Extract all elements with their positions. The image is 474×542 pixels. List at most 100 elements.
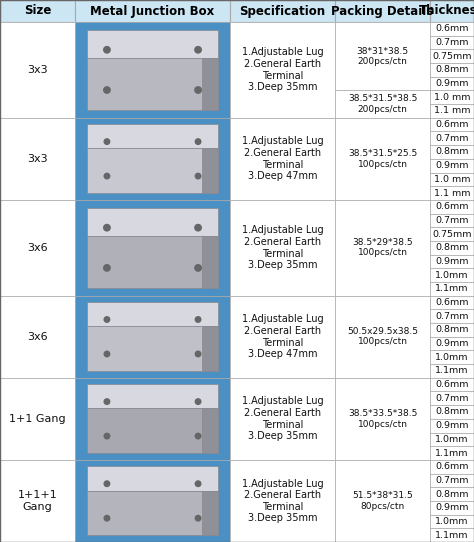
Text: Specification: Specification [239, 4, 326, 17]
Bar [87, 491, 218, 535]
Bar [87, 208, 218, 236]
Bar [430, 186, 474, 200]
Bar [202, 236, 218, 288]
Bar [87, 236, 218, 288]
Circle shape [195, 433, 201, 439]
Text: 38*31*38.5
200pcs/ctn: 38*31*38.5 200pcs/ctn [356, 47, 409, 66]
Bar [430, 309, 474, 323]
Bar [335, 200, 430, 296]
Bar [87, 124, 218, 149]
Bar [202, 409, 218, 453]
Text: 1.1mm: 1.1mm [435, 449, 469, 457]
Text: 0.8mm: 0.8mm [435, 243, 469, 252]
Text: 3x3: 3x3 [27, 154, 48, 164]
Text: 1.Adjustable Lug
2.General Earth
Terminal
3.Deep 35mm: 1.Adjustable Lug 2.General Earth Termina… [242, 225, 323, 270]
Bar [430, 364, 474, 378]
Bar [430, 391, 474, 405]
Bar [87, 384, 218, 409]
Bar [430, 104, 474, 118]
Bar [0, 378, 75, 460]
Bar [0, 0, 75, 22]
Circle shape [195, 317, 201, 322]
Text: 0.6mm: 0.6mm [435, 24, 469, 34]
Text: 0.9mm: 0.9mm [435, 161, 469, 170]
Bar [430, 159, 474, 172]
Bar [430, 337, 474, 351]
Bar [335, 460, 430, 542]
Bar [230, 0, 335, 22]
Bar [230, 200, 335, 296]
Bar [87, 409, 218, 453]
Bar [230, 378, 335, 460]
Bar [430, 49, 474, 63]
Text: 0.9mm: 0.9mm [435, 257, 469, 266]
Bar [430, 433, 474, 446]
Bar [87, 326, 218, 371]
Text: 1.Adjustable Lug
2.General Earth
Terminal
3.Deep 35mm: 1.Adjustable Lug 2.General Earth Termina… [242, 479, 323, 524]
Text: 0.75mm: 0.75mm [432, 51, 472, 61]
Bar [430, 241, 474, 255]
Bar [0, 22, 75, 118]
Circle shape [104, 173, 109, 179]
Text: 0.6mm: 0.6mm [435, 298, 469, 307]
Text: 0.8mm: 0.8mm [435, 325, 469, 334]
Text: 1.Adjustable Lug
2.General Earth
Terminal
3.Deep 47mm: 1.Adjustable Lug 2.General Earth Termina… [242, 314, 323, 359]
Circle shape [195, 87, 201, 93]
Text: 1.0mm: 1.0mm [435, 517, 469, 526]
Bar [430, 63, 474, 77]
Bar [430, 268, 474, 282]
Bar [0, 460, 75, 542]
Text: 0.9mm: 0.9mm [435, 79, 469, 88]
Text: 0.7mm: 0.7mm [435, 216, 469, 225]
Text: 1+1 Gang: 1+1 Gang [9, 414, 66, 424]
Text: 0.6mm: 0.6mm [435, 462, 469, 471]
Bar [430, 378, 474, 391]
Bar [430, 351, 474, 364]
Bar [430, 405, 474, 419]
Text: 0.75mm: 0.75mm [432, 230, 472, 238]
Bar [75, 296, 230, 378]
Bar [87, 149, 218, 193]
Bar [430, 91, 474, 104]
Bar [75, 200, 230, 296]
Text: Size: Size [24, 4, 51, 17]
Circle shape [104, 317, 109, 322]
Bar [335, 118, 430, 200]
Text: 0.8mm: 0.8mm [435, 408, 469, 416]
Text: 0.8mm: 0.8mm [435, 66, 469, 74]
Bar [75, 118, 230, 200]
Circle shape [195, 173, 201, 179]
Text: 1.0mm: 1.0mm [435, 353, 469, 362]
Bar [430, 515, 474, 528]
Circle shape [195, 351, 201, 357]
Bar [0, 200, 75, 296]
Bar [230, 460, 335, 542]
Bar [75, 22, 230, 118]
Bar [87, 467, 218, 491]
Circle shape [104, 515, 109, 521]
Bar [202, 326, 218, 371]
Circle shape [104, 351, 109, 357]
Bar [335, 91, 430, 118]
Text: 0.7mm: 0.7mm [435, 134, 469, 143]
Bar [430, 132, 474, 145]
Bar [430, 200, 474, 214]
Text: 0.6mm: 0.6mm [435, 380, 469, 389]
Bar [430, 446, 474, 460]
Text: 0.8mm: 0.8mm [435, 489, 469, 499]
Bar [75, 378, 230, 460]
Bar [230, 118, 335, 200]
Circle shape [104, 481, 109, 487]
Bar [430, 118, 474, 132]
Bar [430, 22, 474, 36]
Text: 1.0mm: 1.0mm [435, 270, 469, 280]
Text: 1.0 mm: 1.0 mm [434, 93, 470, 102]
Bar [87, 302, 218, 326]
Circle shape [104, 139, 109, 144]
Circle shape [104, 264, 110, 271]
Text: 1.1mm: 1.1mm [435, 366, 469, 376]
Text: 0.9mm: 0.9mm [435, 421, 469, 430]
Text: 0.7mm: 0.7mm [435, 38, 469, 47]
Bar [430, 474, 474, 487]
Text: Packing Details: Packing Details [331, 4, 434, 17]
